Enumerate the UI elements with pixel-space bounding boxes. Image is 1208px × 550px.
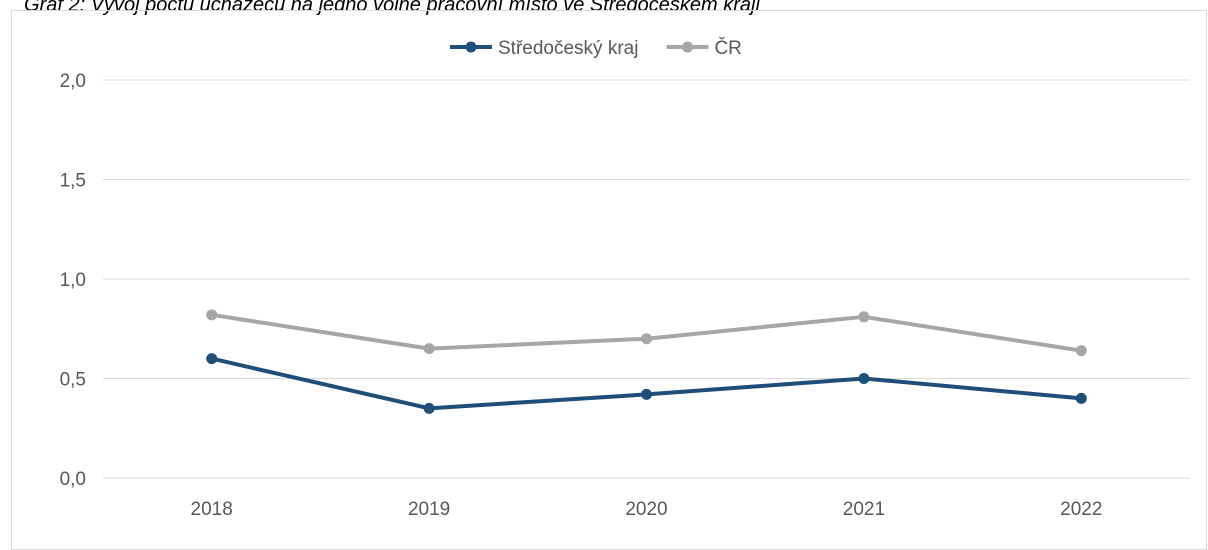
legend-marker — [465, 41, 477, 53]
x-axis-ticks: 2018 2019 2020 2021 2022 — [191, 499, 1103, 520]
series-line — [209, 312, 1084, 353]
data-point — [641, 388, 652, 400]
x-tick-label: 2022 — [1060, 499, 1102, 520]
x-tick-label: 2020 — [625, 499, 667, 520]
data-point — [858, 311, 870, 323]
y-tick-label: 1,5 — [60, 171, 86, 192]
data-point — [423, 402, 435, 414]
legend: Středočeský kraj ČR — [450, 37, 742, 59]
series-stredocesky-kraj — [206, 353, 1087, 414]
series-lines — [206, 309, 1087, 414]
data-point — [206, 353, 218, 365]
x-tick-label: 2018 — [191, 499, 233, 520]
series-cr — [206, 309, 1087, 357]
legend-label: Středočeský kraj — [498, 38, 638, 59]
x-tick-label: 2019 — [408, 499, 450, 520]
line-chart: 0,0 0,5 1,0 1,5 2,0 2018 2019 2020 2021 2022 Stř… — [60, 37, 1190, 520]
y-tick-label: 0,5 — [60, 370, 86, 391]
y-axis-ticks: 0,0 0,5 1,0 1,5 2,0 — [60, 71, 86, 490]
x-tick-label: 2021 — [843, 499, 885, 520]
legend-entry: Středočeský kraj — [450, 38, 638, 59]
legend-entry: ČR — [666, 37, 742, 59]
y-tick-label: 1,0 — [60, 270, 86, 291]
data-point — [1075, 392, 1087, 404]
data-point — [641, 333, 652, 345]
data-point — [1075, 345, 1087, 357]
chart-caption: Graf 2: Vývoj počtu uchazečů na jedno vo… — [24, 0, 760, 16]
gridlines — [103, 79, 1190, 479]
series-line — [209, 356, 1084, 411]
y-tick-label: 0,0 — [60, 469, 86, 490]
legend-marker — [681, 41, 693, 53]
data-point — [206, 309, 218, 321]
data-point — [423, 343, 435, 355]
legend-label: ČR — [714, 37, 741, 59]
data-point — [858, 373, 870, 384]
y-tick-label: 2,0 — [60, 71, 86, 92]
